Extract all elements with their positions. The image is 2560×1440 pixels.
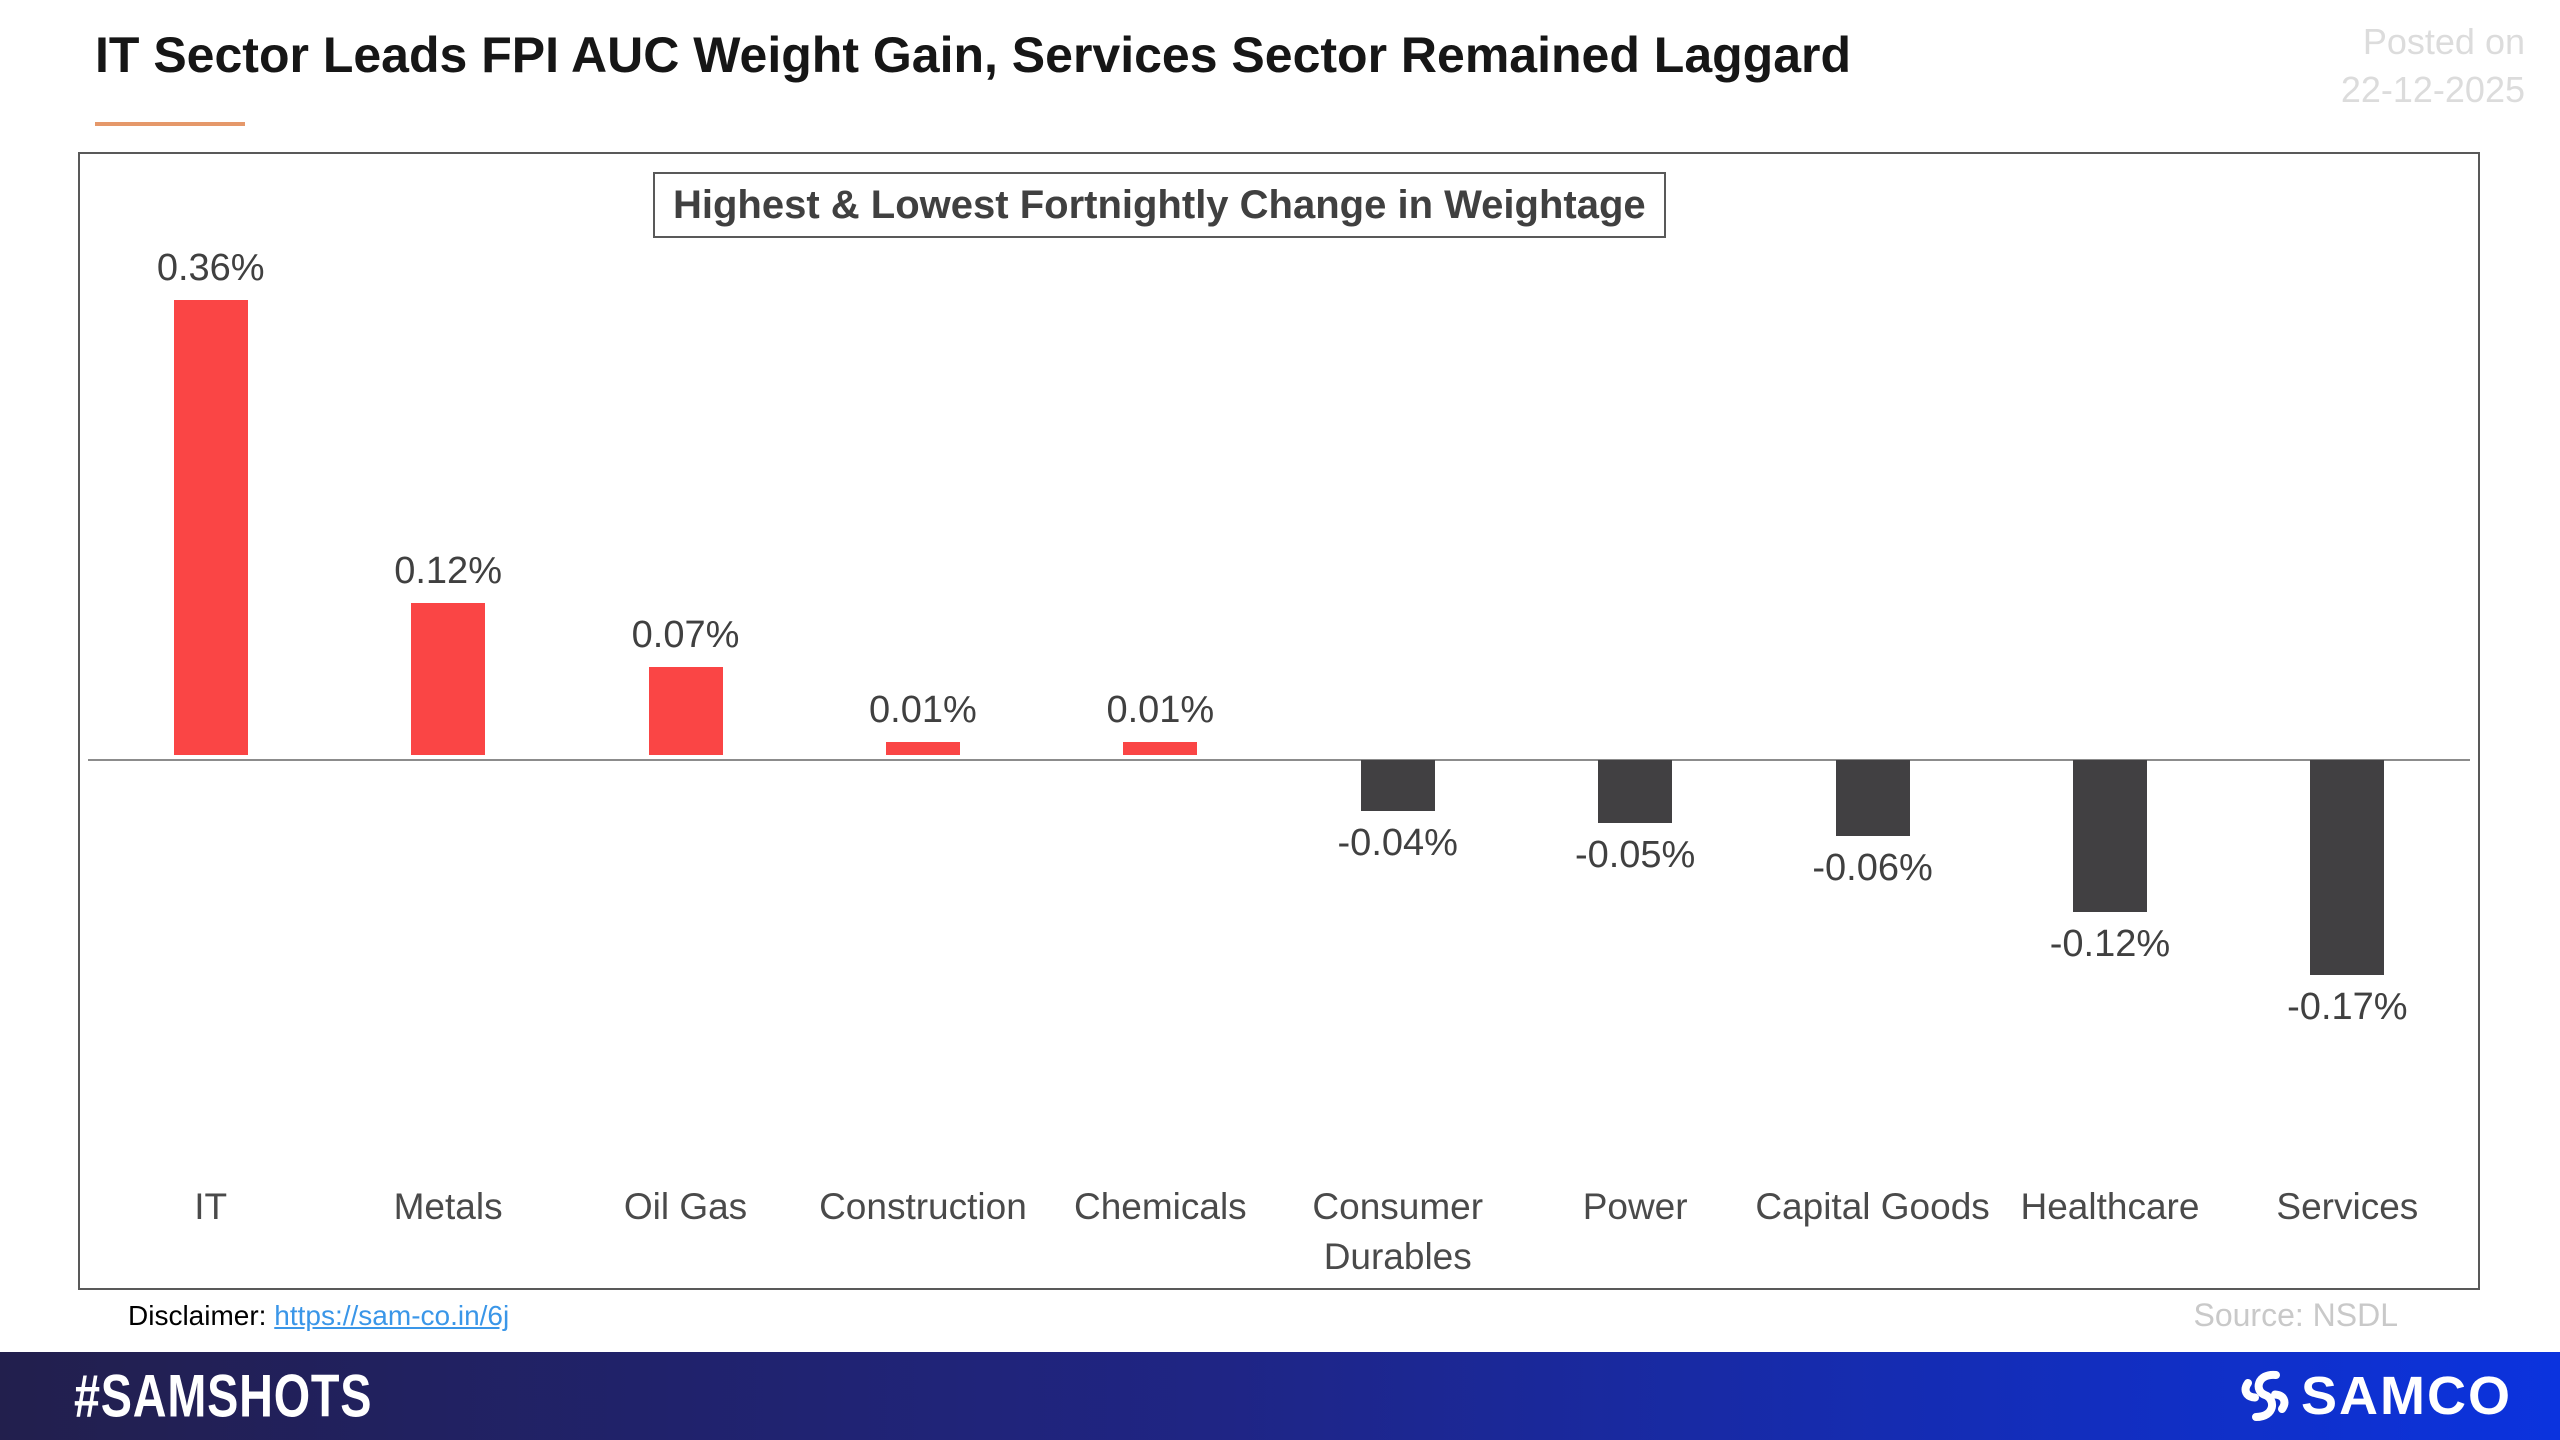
bar-value-label: -0.05%: [1574, 834, 1696, 876]
footer-bar: #SAMSHOTS SAMCO: [0, 1352, 2560, 1440]
bar-value-label: -0.17%: [2287, 986, 2408, 1028]
bar: [648, 667, 723, 755]
bar: [885, 742, 960, 755]
bar-chart: 0.36% IT 0.12% Metals 0.07% Oil Gas 0.01% Const…: [92, 154, 2466, 1288]
zero-axis-line: [88, 759, 2470, 761]
bar: [173, 300, 248, 755]
title-underline: [95, 122, 245, 126]
bar-value-label: -0.12%: [2049, 923, 2171, 965]
bar: [2072, 760, 2147, 912]
bar: [411, 603, 486, 755]
samshots-hashtag: #SAMSHOTS: [74, 1362, 373, 1430]
chart-panel: Highest & Lowest Fortnightly Change in W…: [78, 152, 2480, 1290]
disclaimer-label: Disclaimer:: [128, 1300, 267, 1331]
bar-column: 0.01% Chemicals: [1042, 154, 1279, 1288]
bar-column: -0.04% Consumer Durables: [1279, 154, 1516, 1288]
bar-value-label: 0.01%: [869, 689, 977, 731]
bar-column: -0.05% Power: [1516, 154, 1753, 1288]
bar-value-label: -0.04%: [1337, 822, 1458, 864]
bar-column: 0.36% IT: [92, 154, 329, 1288]
bar-category-label: Power: [1582, 1186, 1688, 1227]
bar: [1360, 760, 1435, 811]
bar-column: 0.07% Oil Gas: [567, 154, 804, 1288]
brand-name: SAMCO: [2301, 1366, 2512, 1426]
posted-on: Posted on 22-12-2025: [2341, 18, 2525, 114]
bar-category-label: Consumer Durables: [1312, 1186, 1484, 1277]
chart-title: Highest & Lowest Fortnightly Change in W…: [653, 172, 1666, 238]
disclaimer-link[interactable]: https://sam-co.in/6j: [274, 1300, 510, 1331]
bar-value-label: 0.01%: [1106, 689, 1215, 731]
bar-category-label: Services: [2276, 1186, 2419, 1227]
bar-column: -0.06% Capital Goods: [1754, 154, 1991, 1288]
disclaimer: Disclaimer: https://sam-co.in/6j: [128, 1300, 509, 1332]
posted-on-label: Posted on: [2362, 21, 2525, 62]
bar-value-label: -0.06%: [1812, 847, 1933, 889]
bar: [1835, 760, 1910, 836]
bar: [2310, 760, 2385, 975]
bar-column: 0.01% Construction: [804, 154, 1041, 1288]
page-title: IT Sector Leads FPI AUC Weight Gain, Ser…: [95, 27, 1852, 83]
bar-category-label: IT: [194, 1186, 228, 1227]
bar-category-label: Chemicals: [1073, 1186, 1247, 1227]
posted-on-date: 22-12-2025: [2340, 69, 2525, 110]
bar-category-label: Metals: [393, 1186, 503, 1227]
source-note: Source: NSDL: [2193, 1297, 2398, 1333]
bar-category-label: Capital Goods: [1755, 1186, 1990, 1227]
bar-category-label: Healthcare: [2020, 1186, 2200, 1227]
bar-value-label: 0.12%: [394, 550, 502, 592]
bar: [1123, 742, 1198, 755]
bar-column: -0.17% Services: [2229, 154, 2466, 1288]
bar-category-label: Construction: [819, 1186, 1027, 1227]
brand-logo: SAMCO: [2235, 1352, 2512, 1440]
samco-swirl-icon: [2241, 1370, 2289, 1421]
bar-value-label: 0.36%: [156, 247, 265, 289]
bar: [1598, 760, 1673, 823]
bar-column: 0.12% Metals: [329, 154, 566, 1288]
bar-value-label: 0.07%: [631, 614, 740, 656]
bar-column: -0.12% Healthcare: [1991, 154, 2228, 1288]
bar-category-label: Oil Gas: [623, 1186, 748, 1227]
